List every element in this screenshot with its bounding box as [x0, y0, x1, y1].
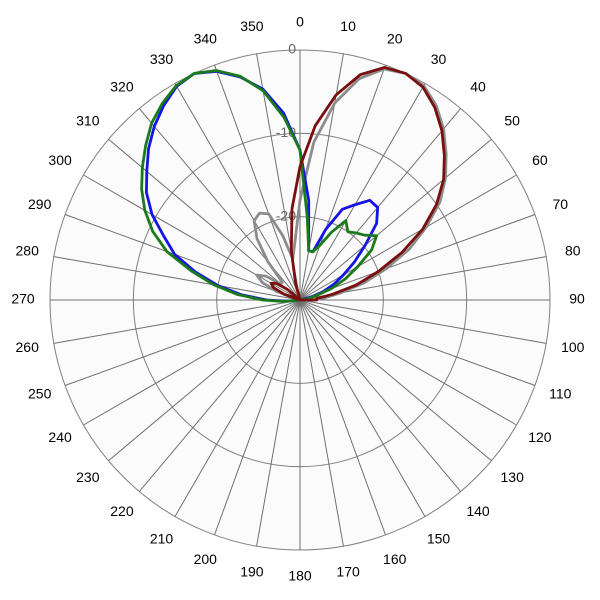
- angle-label: 140: [466, 503, 490, 519]
- angle-label: 100: [561, 339, 585, 355]
- angle-label: 180: [288, 568, 312, 584]
- spoke: [299, 299, 547, 344]
- angle-label: 30: [431, 51, 447, 67]
- angle-label: 320: [110, 79, 134, 95]
- angle-label: 120: [528, 429, 552, 445]
- angle-label: 60: [532, 152, 548, 168]
- angle-label: 310: [76, 113, 100, 129]
- pattern-line: [269, 66, 446, 302]
- angle-label: 340: [194, 30, 218, 46]
- angle-label: 160: [383, 551, 407, 567]
- angle-label: 300: [48, 152, 72, 168]
- spoke: [299, 138, 492, 301]
- spoke: [108, 299, 301, 462]
- angle-label: 200: [194, 551, 218, 567]
- angle-label: 290: [28, 196, 52, 212]
- spoke: [174, 83, 301, 301]
- spoke: [64, 214, 301, 301]
- radial-label: 0: [288, 41, 296, 57]
- spoke: [214, 64, 301, 301]
- spoke: [299, 299, 386, 536]
- angle-label: 190: [240, 563, 264, 579]
- spoke: [83, 299, 301, 426]
- angle-label: 270: [11, 291, 35, 307]
- angle-label: 240: [48, 429, 72, 445]
- spoke: [299, 299, 462, 492]
- angle-label: 50: [504, 113, 520, 129]
- angle-label: 110: [549, 385, 572, 401]
- angle-label: 260: [16, 339, 40, 355]
- spoke: [299, 299, 517, 426]
- spoke: [299, 64, 386, 301]
- angle-label: 90: [569, 291, 585, 307]
- angle-label: 70: [553, 196, 569, 212]
- spoke: [83, 174, 301, 301]
- spoke: [53, 256, 301, 301]
- spoke: [64, 299, 301, 386]
- spoke: [299, 83, 426, 301]
- angle-label: 350: [240, 18, 264, 34]
- spoke: [299, 299, 536, 386]
- angle-label: 130: [501, 469, 525, 485]
- angle-label: 0: [296, 14, 304, 30]
- angle-label: 40: [470, 79, 486, 95]
- angle-label: 220: [110, 503, 134, 519]
- angle-label: 230: [76, 469, 100, 485]
- spoke: [299, 299, 344, 547]
- spoke: [138, 299, 301, 492]
- spoke: [299, 108, 462, 301]
- spoke: [299, 299, 492, 462]
- angle-label: 210: [150, 531, 174, 547]
- angle-label: 250: [28, 385, 52, 401]
- angle-label: 150: [427, 531, 451, 547]
- spoke: [108, 138, 301, 301]
- angle-label: 280: [16, 243, 40, 259]
- pattern-line: [140, 69, 378, 303]
- angle-label: 80: [565, 243, 581, 259]
- spoke: [299, 174, 517, 301]
- angle-label: 330: [150, 51, 174, 67]
- spoke: [174, 299, 301, 517]
- angle-label: 20: [387, 30, 403, 46]
- spoke: [299, 214, 536, 301]
- spoke: [256, 299, 301, 547]
- angle-label: 170: [336, 563, 360, 579]
- spoke: [299, 299, 426, 517]
- spoke: [214, 299, 301, 536]
- angle-label: 10: [340, 18, 356, 34]
- spoke: [53, 299, 301, 344]
